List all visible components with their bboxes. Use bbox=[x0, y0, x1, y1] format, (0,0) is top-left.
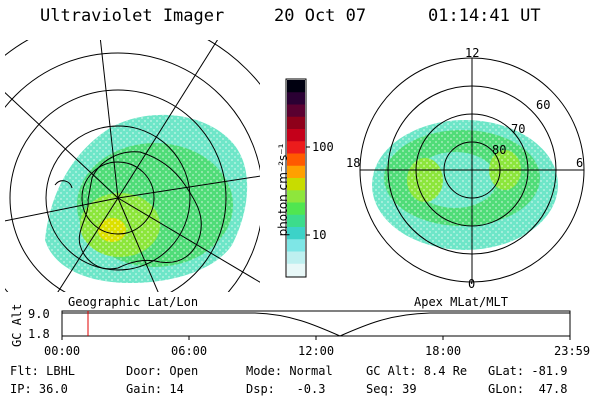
filter-info: Flt: LBHL bbox=[10, 364, 76, 378]
glat-info: GLat: -81.9 bbox=[488, 364, 568, 378]
seq-info: Seq: 39 bbox=[366, 382, 417, 396]
colorbar-tick-100: 100 bbox=[312, 140, 334, 154]
door-info: Door: Open bbox=[126, 364, 199, 378]
left-map-caption: Geographic Lat/Lon bbox=[68, 295, 199, 309]
colorbar-segment bbox=[287, 251, 305, 265]
colorbar-segment bbox=[287, 129, 305, 142]
colorbar-unit-label: photon cm⁻²s⁻¹ bbox=[276, 143, 290, 237]
ip-info: IP: 36.0 bbox=[10, 382, 68, 396]
colorbar-segment bbox=[287, 92, 305, 105]
instrument-title: Ultraviolet Imager bbox=[40, 6, 225, 26]
colorbar-segment bbox=[287, 178, 305, 191]
altitude-curve bbox=[62, 312, 570, 337]
mlat-label-60: 60 bbox=[536, 98, 551, 112]
timeline-xtick: 12:00 bbox=[298, 344, 335, 358]
colorbar-segment bbox=[287, 141, 305, 154]
colorbar-segment bbox=[287, 227, 305, 240]
mlt-label-0: 0 bbox=[468, 277, 476, 291]
right-map-caption: Apex MLat/MLT bbox=[414, 295, 508, 309]
colorbar-segment bbox=[287, 116, 305, 130]
timeline-ytick-min: 1.8 bbox=[28, 327, 50, 341]
colorbar-segment bbox=[287, 80, 305, 93]
mlt-label-18: 18 bbox=[346, 156, 361, 170]
mlat-label-80: 80 bbox=[492, 143, 507, 157]
timeline-xtick: 00:00 bbox=[44, 344, 81, 358]
mlat-label-70: 70 bbox=[511, 122, 526, 136]
gc-alt-info: GC Alt: 8.4 Re bbox=[366, 364, 468, 378]
glon-info: GLon: 47.8 bbox=[488, 382, 568, 396]
timeline-xtick: 06:00 bbox=[171, 344, 208, 358]
observation-date: 20 Oct 07 bbox=[274, 6, 367, 26]
colorbar-segment bbox=[287, 153, 305, 167]
colorbar bbox=[287, 80, 305, 277]
dsp-info: Dsp: -0.3 bbox=[246, 382, 326, 396]
colorbar-segment bbox=[287, 214, 305, 228]
colorbar-tick-10: 10 bbox=[312, 228, 327, 242]
observation-time: 01:14:41 UT bbox=[428, 6, 541, 26]
geographic-map bbox=[5, 40, 260, 292]
colorbar-segment bbox=[287, 202, 305, 216]
timeline-xtick: 18:00 bbox=[425, 344, 462, 358]
timeline-xtick: 23:59 bbox=[554, 344, 591, 358]
colorbar-segment bbox=[287, 239, 305, 252]
colorbar-segment bbox=[287, 104, 305, 118]
mode-info: Mode: Normal bbox=[246, 364, 333, 378]
mlt-label-12: 12 bbox=[465, 46, 480, 60]
timeline-plot bbox=[61, 310, 571, 340]
colorbar-segment bbox=[287, 165, 305, 179]
magnetic-map bbox=[359, 57, 585, 283]
timeline-ylabel: GC Alt bbox=[10, 303, 24, 347]
mlt-label-6: 6 bbox=[576, 156, 584, 170]
colorbar-segment bbox=[287, 263, 305, 277]
timeline-ytick-max: 9.0 bbox=[28, 307, 50, 321]
gain-info: Gain: 14 bbox=[126, 382, 184, 396]
colorbar-segment bbox=[287, 190, 305, 203]
